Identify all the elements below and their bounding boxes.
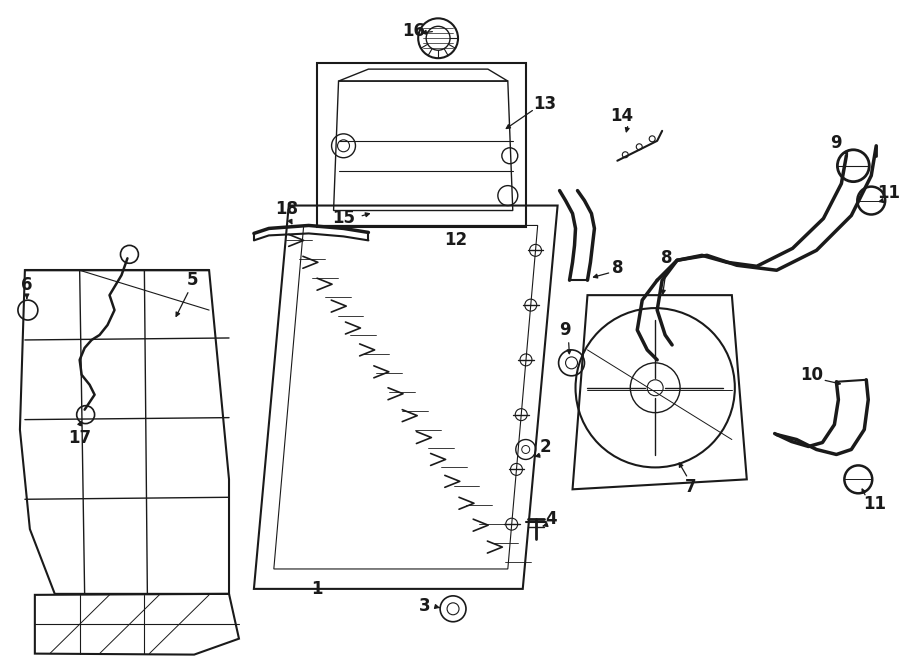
Text: 6: 6 [21,276,32,294]
Text: 13: 13 [533,95,556,113]
Text: 14: 14 [610,107,633,125]
Text: 5: 5 [186,271,198,290]
Text: 9: 9 [831,134,842,152]
Text: 8: 8 [662,249,673,267]
Text: 3: 3 [419,597,431,615]
Text: 18: 18 [275,200,298,217]
Text: 11: 11 [863,495,886,513]
Text: 1: 1 [310,580,322,598]
Text: 11: 11 [878,184,900,202]
Text: 12: 12 [445,231,468,249]
Text: 4: 4 [544,510,556,528]
Bar [317,63,526,227]
Text: 9: 9 [559,321,571,339]
Text: 15: 15 [332,210,355,227]
Text: 8: 8 [612,259,623,277]
Text: 7: 7 [685,479,697,496]
Text: 17: 17 [68,428,91,447]
Text: 2: 2 [540,438,552,457]
Text: 16: 16 [401,22,425,40]
Text: 10: 10 [800,366,823,384]
